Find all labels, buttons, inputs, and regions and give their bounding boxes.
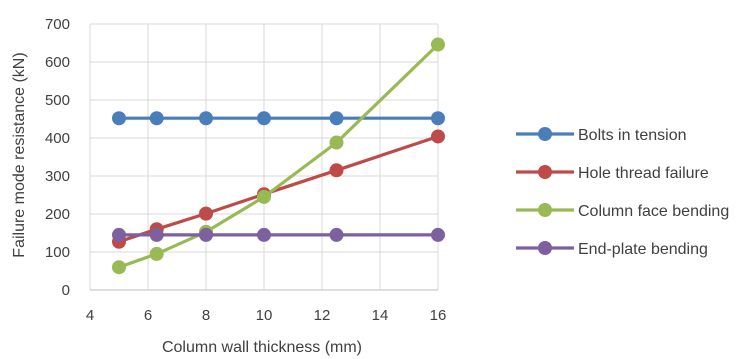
x-axis-ticks: 4 6 8 10 12 14 16 bbox=[86, 307, 447, 324]
series-3 bbox=[112, 227, 445, 242]
legend-item: End-plate bending bbox=[516, 241, 708, 258]
legend-label: Hole thread failure bbox=[578, 165, 709, 182]
data-point bbox=[149, 111, 164, 126]
series-line bbox=[118, 134, 439, 244]
legend-item: Bolts in tension bbox=[516, 127, 687, 144]
data-point bbox=[112, 260, 126, 275]
x-tick-label: 8 bbox=[202, 307, 210, 324]
x-tick-label: 6 bbox=[144, 307, 152, 324]
data-point bbox=[199, 227, 213, 242]
data-point bbox=[431, 37, 445, 52]
legend-marker bbox=[538, 241, 552, 255]
x-tick-label: 4 bbox=[86, 307, 94, 324]
series-0 bbox=[112, 111, 445, 126]
y-axis-title: Failure mode resistance (kN) bbox=[11, 52, 28, 257]
y-tick-label: 400 bbox=[45, 130, 70, 147]
y-tick-label: 700 bbox=[45, 16, 70, 33]
legend-marker bbox=[538, 165, 552, 179]
data-point bbox=[431, 111, 445, 126]
y-tick-label: 0 bbox=[62, 282, 70, 299]
legend-label: Column face bending bbox=[578, 203, 729, 220]
data-point bbox=[149, 227, 164, 242]
y-tick-label: 200 bbox=[45, 206, 70, 223]
data-point bbox=[329, 135, 344, 150]
y-tick-label: 600 bbox=[45, 54, 70, 71]
data-point bbox=[329, 163, 344, 178]
data-point bbox=[112, 111, 126, 126]
data-point bbox=[329, 227, 344, 242]
data-point bbox=[112, 227, 126, 242]
y-tick-label: 100 bbox=[45, 244, 70, 261]
y-tick-label: 300 bbox=[45, 168, 70, 185]
data-point bbox=[199, 111, 213, 126]
data-point bbox=[199, 206, 213, 221]
series-group bbox=[112, 37, 445, 275]
legend-item: Hole thread failure bbox=[516, 165, 709, 182]
legend-marker bbox=[538, 203, 552, 217]
data-point bbox=[257, 111, 271, 126]
x-tick-label: 14 bbox=[372, 307, 389, 324]
x-tick-label: 16 bbox=[430, 307, 447, 324]
x-tick-label: 12 bbox=[314, 307, 331, 324]
y-axis-ticks: 0 100 200 300 400 500 600 700 bbox=[45, 16, 70, 299]
data-point bbox=[329, 111, 344, 126]
legend: Bolts in tension Hole thread failure Colum… bbox=[516, 127, 729, 258]
data-point bbox=[257, 227, 271, 242]
x-tick-label: 10 bbox=[256, 307, 273, 324]
data-point bbox=[431, 129, 445, 144]
data-point bbox=[149, 246, 164, 261]
data-point bbox=[257, 189, 271, 204]
legend-item: Column face bending bbox=[516, 203, 729, 220]
grid-lines bbox=[89, 23, 439, 291]
legend-label: End-plate bending bbox=[578, 241, 708, 258]
legend-label: Bolts in tension bbox=[578, 127, 687, 144]
x-axis-title: Column wall thickness (mm) bbox=[162, 339, 362, 356]
data-point bbox=[431, 227, 445, 242]
legend-marker bbox=[538, 127, 552, 141]
y-tick-label: 500 bbox=[45, 92, 70, 109]
